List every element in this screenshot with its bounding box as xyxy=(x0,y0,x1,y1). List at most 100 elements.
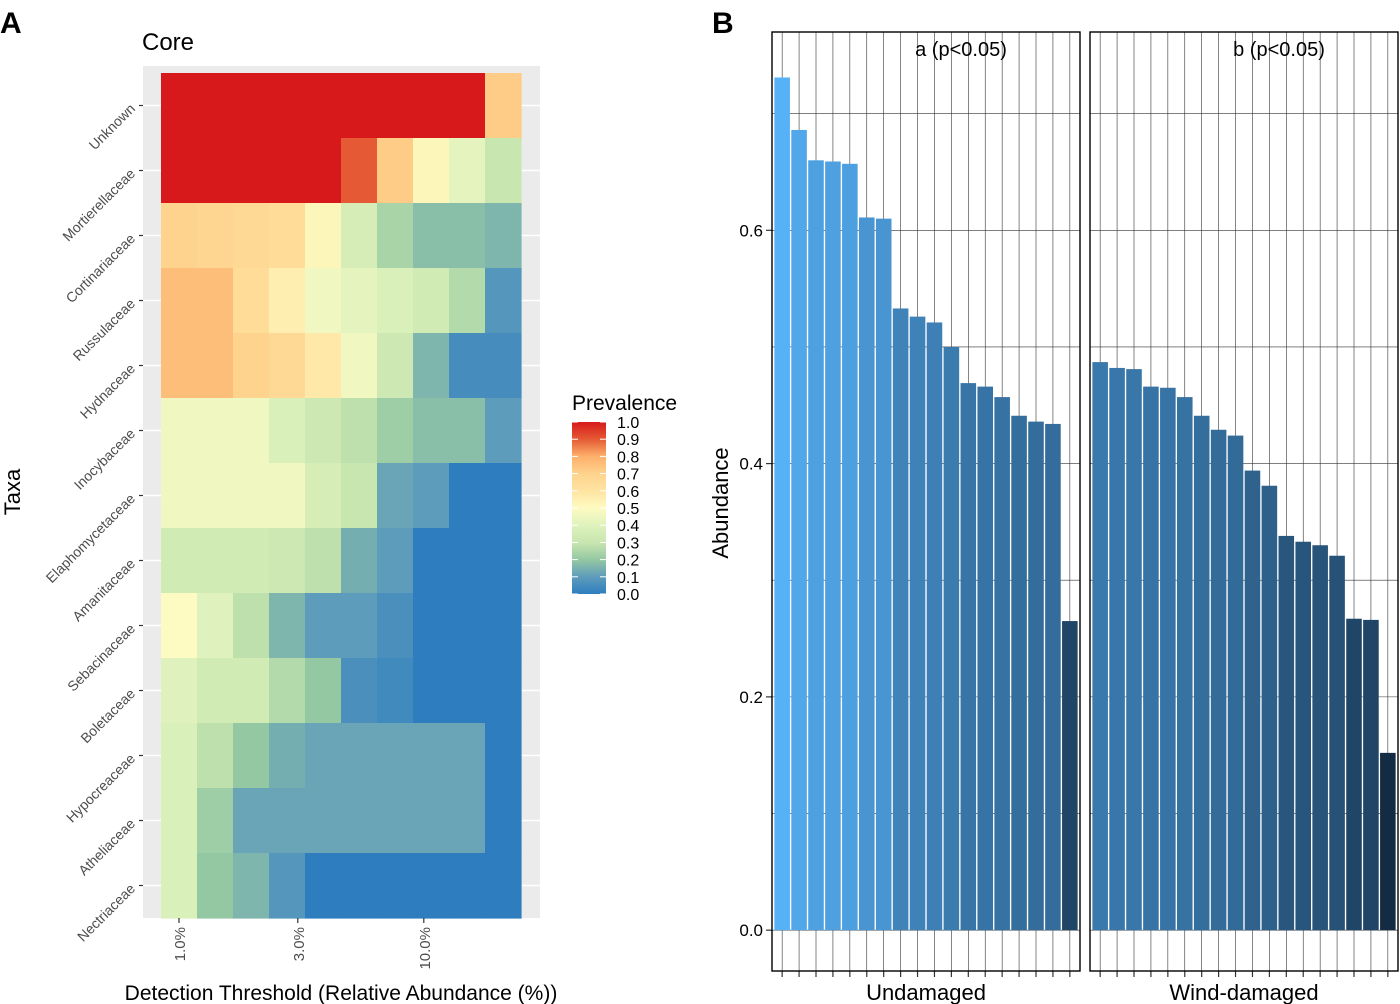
heatmap-cell xyxy=(485,723,522,789)
heatmap-cell xyxy=(233,333,270,399)
heatmap-cell xyxy=(197,73,234,139)
abundance-bar xyxy=(774,77,790,931)
legend-tick-label: 0.7 xyxy=(617,467,639,484)
heatmap-cell xyxy=(269,203,306,269)
abundance-bar xyxy=(1176,397,1193,931)
heatmap-cell xyxy=(161,268,198,334)
heatmap-cell xyxy=(413,203,450,269)
abundance-bar xyxy=(1244,470,1261,931)
heatmap-cell xyxy=(449,658,486,724)
heatmap-cell xyxy=(377,268,414,334)
heatmap-cell xyxy=(305,138,342,204)
heatmap-cell xyxy=(341,203,378,269)
heatmap-cell xyxy=(269,853,306,919)
abundance-bar xyxy=(1329,555,1345,931)
heatmap-row-label: Inocybaceae xyxy=(71,425,139,493)
abundance-bar xyxy=(960,383,977,931)
heatmap-cell xyxy=(161,853,198,919)
heatmap-cell xyxy=(161,723,198,789)
abundance-bar xyxy=(926,322,943,931)
heatmap-cell xyxy=(197,528,234,594)
abundance-bar xyxy=(825,161,841,931)
heatmap-cell xyxy=(341,398,378,464)
legend-tick-label: 0.5 xyxy=(617,501,639,518)
bar-panel-border xyxy=(771,31,1081,972)
heatmap-cell xyxy=(197,138,234,204)
heatmap-cell xyxy=(413,853,450,919)
heatmap-cell xyxy=(413,333,450,399)
abundance-bar xyxy=(1160,387,1176,931)
heatmap-cell xyxy=(377,788,414,854)
bar-panel-border xyxy=(1089,31,1399,972)
panel-b-letter: B xyxy=(712,7,734,40)
heatmap-cell xyxy=(449,788,486,854)
heatmap-title: Core xyxy=(142,29,194,56)
abundance-y-tick-label: 0.2 xyxy=(739,688,763,707)
heatmap-cell xyxy=(449,268,486,334)
abundance-bar xyxy=(994,397,1010,931)
legend-tick-label: 1.0 xyxy=(617,415,639,432)
heatmap-row-label: Sebacinaceae xyxy=(64,620,138,694)
heatmap-cell xyxy=(233,203,270,269)
heatmap-cell xyxy=(305,788,342,854)
heatmap-cell xyxy=(377,398,414,464)
heatmap-cell xyxy=(449,203,486,269)
heatmap-cell xyxy=(305,658,342,724)
heatmap-row-label: Atheliaceae xyxy=(75,815,138,878)
heatmap-cell xyxy=(485,398,522,464)
heatmap-row-label: Nectriaceae xyxy=(74,880,138,944)
heatmap-cell xyxy=(269,268,306,334)
heatmap-cell xyxy=(377,723,414,789)
abundance-y-axis: 0.0 0.2 0.4 0.6 xyxy=(739,221,772,940)
heatmap-cell xyxy=(269,788,306,854)
heatmap-cell xyxy=(197,658,234,724)
heatmap-x-tick-label: 10.0% xyxy=(417,927,434,970)
abundance-bar xyxy=(892,308,909,931)
abundance-bar xyxy=(1126,369,1142,931)
heatmap-cell xyxy=(413,723,450,789)
heatmap-cell xyxy=(269,73,306,139)
abundance-bar xyxy=(909,316,926,931)
abundance-bar xyxy=(1062,621,1078,931)
heatmap-cell xyxy=(197,593,234,659)
heatmap-cell xyxy=(413,73,450,139)
heatmap-cell xyxy=(269,658,306,724)
heatmap-cell xyxy=(341,528,378,594)
heatmap-cell xyxy=(341,593,378,659)
heatmap-cell xyxy=(197,398,234,464)
heatmap-row-label: Hydnaceae xyxy=(77,360,139,422)
heatmap-cell xyxy=(305,853,342,919)
abundance-bar xyxy=(1092,362,1108,931)
abundance-y-tick-label: 0.4 xyxy=(739,455,763,474)
heatmap-cell xyxy=(161,203,198,269)
significance-annotation: a (p<0.05) xyxy=(915,39,1007,61)
heatmap-chart: Core UnknownMortierellaceaeCortinariacea… xyxy=(0,29,557,1004)
heatmap-cell xyxy=(377,528,414,594)
heatmap-cell xyxy=(269,528,306,594)
heatmap-cell xyxy=(305,203,342,269)
abundance-bar xyxy=(1143,386,1159,931)
abundance-bar xyxy=(1011,415,1027,931)
heatmap-cell xyxy=(449,333,486,399)
heatmap-cell xyxy=(377,593,414,659)
heatmap-cell xyxy=(377,73,414,139)
heatmap-y-axis-label: Taxa xyxy=(0,468,25,515)
heatmap-cell xyxy=(413,398,450,464)
panel-wind-damaged: b (p<0.05) Wind-damaged xyxy=(1089,31,1399,1004)
legend-tick-label: 0.1 xyxy=(617,570,639,587)
heatmap-cell xyxy=(341,788,378,854)
abundance-bar xyxy=(1227,435,1244,931)
heatmap-y-axis: UnknownMortierellaceaeCortinariaceaeRuss… xyxy=(43,100,143,944)
heatmap-cell xyxy=(341,853,378,919)
heatmap-cell xyxy=(233,853,270,919)
heatmap-cell xyxy=(341,138,378,204)
panel-a-letter: A xyxy=(0,7,22,40)
heatmap-cell xyxy=(161,658,198,724)
heatmap-cell xyxy=(161,73,198,139)
legend-tick-label: 0.4 xyxy=(617,518,639,535)
heatmap-cell xyxy=(449,593,486,659)
heatmap-cell xyxy=(161,788,198,854)
heatmap-cell xyxy=(305,73,342,139)
abundance-bar xyxy=(1028,421,1044,931)
heatmap-cell xyxy=(197,333,234,399)
